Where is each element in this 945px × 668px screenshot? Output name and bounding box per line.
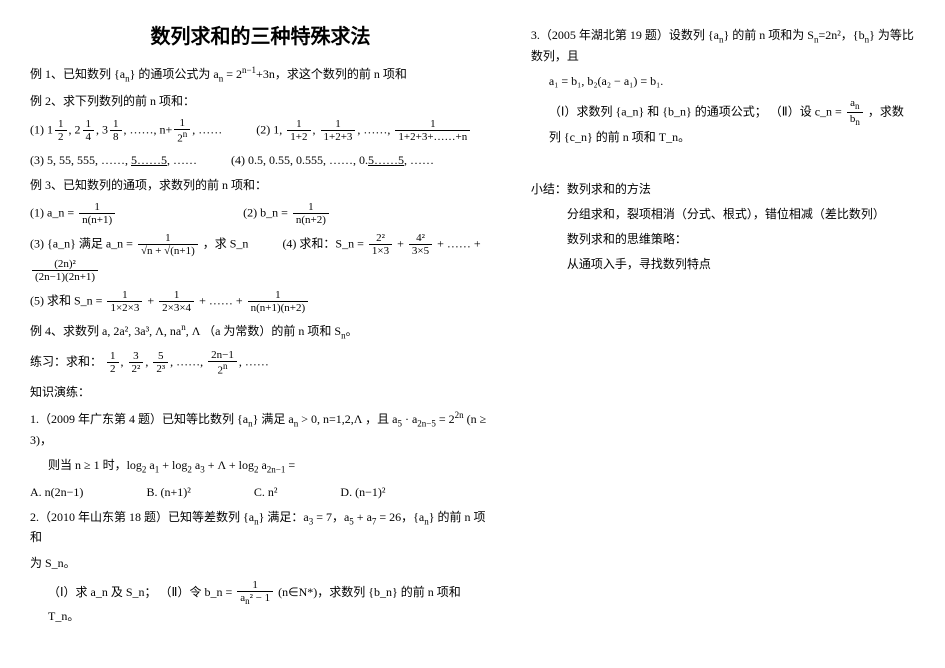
choice-d: D. (n−1)² bbox=[340, 483, 385, 502]
left-column: 数列求和的三种特殊求法 例 1、已知数列 {an} 的通项公式为 an = 2n… bbox=[30, 20, 491, 632]
summary-line1: 分组求和，裂项相消（分式、根式），错位相减（差比数列） bbox=[567, 205, 915, 224]
q2-part1-label: （Ⅰ）求 a_n 及 S_n； （Ⅱ）令 b_n = bbox=[48, 585, 232, 599]
ex3-5-label: (5) 求和 S_n = bbox=[30, 293, 102, 307]
question-1-line1: 1.（2009 年广东第 4 题）已知等比数列 {an} 满足 an > 0, … bbox=[30, 408, 491, 450]
ex3-2-label: (2) b_n = bbox=[243, 206, 288, 220]
question-2-line2: 为 S_n。 bbox=[30, 554, 491, 573]
practice-line: 练习：求和： 12, 32², 52³, ……, 2n−12n, …… bbox=[30, 349, 491, 377]
document-title: 数列求和的三种特殊求法 bbox=[30, 20, 491, 49]
question-1-choices: A. n(2n−1) B. (n+1)² C. n² D. (n−1)² bbox=[30, 483, 491, 502]
question-3-line3: （Ⅰ）求数列 {a_n} 和 {b_n} 的通项公式； （Ⅱ）设 c_n = a… bbox=[549, 97, 915, 147]
example-2-title: 例 2、求下列数列的前 n 项和： bbox=[30, 92, 491, 111]
question-2-line3: （Ⅰ）求 a_n 及 S_n； （Ⅱ）令 b_n = 1an² − 1 (n∈N… bbox=[48, 579, 491, 626]
q3-part1-label: （Ⅰ）求数列 {a_n} 和 {b_n} 的通项公式； （Ⅱ）设 c_n = bbox=[549, 104, 842, 118]
example-2-row1: (1) 112, 214, 318, ……, n+12n, …… (2) 1, … bbox=[30, 117, 491, 145]
summary-line2: 数列求和的思维策略： bbox=[567, 230, 915, 249]
question-1-line2: 则当 n ≥ 1 时，log2 a1 + log2 a3 + Λ + log2 … bbox=[48, 456, 491, 477]
ex3-3-tail: ，求 S_n bbox=[203, 237, 249, 251]
choice-a: A. n(2n−1) bbox=[30, 483, 83, 502]
example-3-items-1-2: (1) a_n = 1n(n+1) (2) b_n = 1n(n+2) bbox=[30, 201, 491, 226]
practice-label: 练习：求和： bbox=[30, 354, 102, 368]
knowledge-title: 知识演练： bbox=[30, 383, 491, 402]
example-3-title: 例 3、已知数列的通项，求数列的前 n 项和： bbox=[30, 176, 491, 195]
example-2-row2: (3) 5, 55, 555, ……, 5……5, …… (4) 0.5, 0.… bbox=[30, 151, 491, 170]
ex3-4-label: (4) 求和：S_n = bbox=[282, 237, 363, 251]
choice-c: C. n² bbox=[254, 483, 278, 502]
summary-title: 小结：数列求和的方法 bbox=[531, 180, 915, 199]
ex3-3-label: (3) {a_n} 满足 a_n = bbox=[30, 237, 133, 251]
example-4: 例 4、求数列 a, 2a², 3a³, Λ, nan, Λ （a 为常数）的前… bbox=[30, 320, 491, 343]
choice-b: B. (n+1)² bbox=[146, 483, 190, 502]
question-3-line2: a₁ = b₁, b₂(a₂ − a₁) = b₁. bbox=[549, 72, 915, 91]
question-2-line1: 2.（2010 年山东第 18 题）已知等差数列 {an} 满足：a3 = 7，… bbox=[30, 508, 491, 548]
summary-line3: 从通项入手，寻找数列特点 bbox=[567, 255, 915, 274]
right-column: 3.（2005 年湖北第 19 题）设数列 {an} 的前 n 项和为 Sn=2… bbox=[531, 20, 915, 632]
example-3-items-3-4: (3) {a_n} 满足 a_n = 1√n + √(n+1) ，求 S_n (… bbox=[30, 232, 491, 282]
example-1: 例 1、已知数列 {an} 的通项公式为 an = 2n−1+3n，求这个数列的… bbox=[30, 63, 491, 86]
example-3-item-5: (5) 求和 S_n = 11×2×3 + 12×3×4 + …… + 1n(n… bbox=[30, 289, 491, 314]
ex3-1-label: (1) a_n = bbox=[30, 206, 74, 220]
question-3-line1: 3.（2005 年湖北第 19 题）设数列 {an} 的前 n 项和为 Sn=2… bbox=[531, 26, 915, 66]
